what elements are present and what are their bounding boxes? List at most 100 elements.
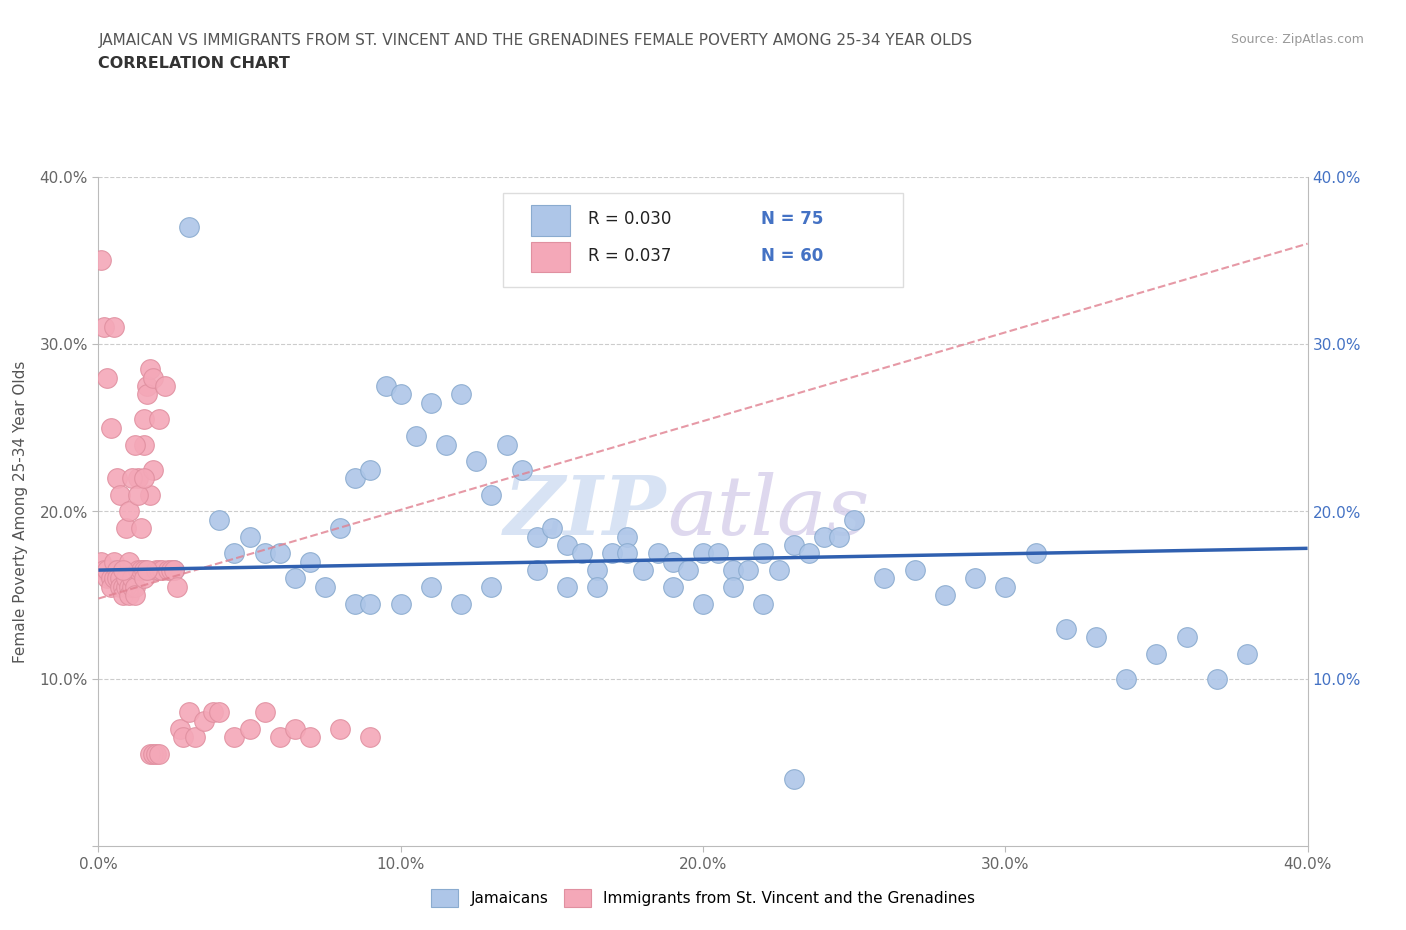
- Point: [783, 538, 806, 552]
- Point: [344, 471, 367, 485]
- Point: [344, 596, 367, 611]
- Point: [1115, 671, 1137, 686]
- FancyBboxPatch shape: [503, 193, 903, 287]
- Point: [813, 529, 835, 544]
- Point: [124, 579, 146, 594]
- Point: [434, 437, 457, 452]
- Point: [114, 571, 136, 586]
- Point: [129, 563, 152, 578]
- Point: [139, 487, 162, 502]
- Text: atlas: atlas: [666, 472, 869, 551]
- Point: [145, 747, 167, 762]
- Point: [253, 546, 276, 561]
- Point: [169, 722, 191, 737]
- Point: [450, 596, 472, 611]
- Point: [707, 546, 730, 561]
- Point: [111, 579, 134, 594]
- Point: [172, 730, 194, 745]
- Point: [526, 529, 548, 544]
- Point: [118, 504, 141, 519]
- Point: [1024, 546, 1046, 561]
- Point: [828, 529, 851, 544]
- Point: [616, 529, 638, 544]
- Point: [148, 412, 170, 427]
- Point: [148, 563, 170, 578]
- FancyBboxPatch shape: [531, 206, 569, 235]
- Point: [253, 705, 276, 720]
- Point: [145, 563, 167, 578]
- Point: [208, 512, 231, 527]
- Point: [465, 454, 488, 469]
- FancyBboxPatch shape: [531, 242, 569, 272]
- Point: [118, 588, 141, 603]
- Point: [269, 730, 291, 745]
- Point: [1175, 630, 1198, 644]
- Point: [299, 554, 322, 569]
- Point: [208, 705, 231, 720]
- Point: [93, 563, 115, 578]
- Point: [934, 588, 956, 603]
- Point: [420, 395, 443, 410]
- Point: [994, 579, 1017, 594]
- Point: [124, 437, 146, 452]
- Point: [139, 747, 162, 762]
- Point: [844, 512, 866, 527]
- Point: [420, 579, 443, 594]
- Text: CORRELATION CHART: CORRELATION CHART: [98, 56, 290, 71]
- Point: [571, 546, 593, 561]
- Point: [692, 596, 714, 611]
- Point: [1144, 646, 1167, 661]
- Point: [105, 563, 128, 578]
- Text: JAMAICAN VS IMMIGRANTS FROM ST. VINCENT AND THE GRENADINES FEMALE POVERTY AMONG : JAMAICAN VS IMMIGRANTS FROM ST. VINCENT …: [98, 33, 973, 47]
- Point: [1206, 671, 1229, 686]
- Point: [96, 571, 118, 586]
- Point: [96, 563, 118, 578]
- Point: [360, 462, 382, 477]
- Point: [526, 563, 548, 578]
- Point: [111, 588, 134, 603]
- Point: [284, 571, 307, 586]
- Text: N = 60: N = 60: [761, 246, 824, 265]
- Point: [132, 471, 155, 485]
- Point: [129, 521, 152, 536]
- Point: [374, 379, 396, 393]
- Point: [555, 579, 578, 594]
- Point: [148, 747, 170, 762]
- Point: [284, 722, 307, 737]
- Point: [450, 387, 472, 402]
- Point: [121, 579, 143, 594]
- Point: [904, 563, 927, 578]
- Point: [662, 554, 685, 569]
- Point: [156, 563, 179, 578]
- Point: [100, 420, 122, 435]
- Point: [121, 471, 143, 485]
- Point: [103, 571, 125, 586]
- Point: [405, 429, 427, 444]
- Text: ZIP: ZIP: [505, 472, 666, 551]
- Text: R = 0.030: R = 0.030: [588, 210, 672, 228]
- Point: [150, 563, 173, 578]
- Point: [631, 563, 654, 578]
- Point: [121, 571, 143, 586]
- Point: [510, 462, 533, 477]
- Point: [114, 521, 136, 536]
- Point: [96, 370, 118, 385]
- Point: [132, 437, 155, 452]
- Point: [1054, 621, 1077, 636]
- Point: [135, 563, 157, 578]
- Point: [100, 571, 122, 586]
- Point: [1085, 630, 1108, 644]
- Point: [723, 579, 745, 594]
- Point: [124, 588, 146, 603]
- Point: [540, 521, 562, 536]
- Point: [389, 387, 412, 402]
- Point: [239, 529, 262, 544]
- Point: [783, 772, 806, 787]
- Point: [108, 579, 131, 594]
- Point: [239, 722, 262, 737]
- Point: [132, 563, 155, 578]
- Point: [269, 546, 291, 561]
- Text: Source: ZipAtlas.com: Source: ZipAtlas.com: [1230, 33, 1364, 46]
- Point: [103, 563, 125, 578]
- Point: [360, 730, 382, 745]
